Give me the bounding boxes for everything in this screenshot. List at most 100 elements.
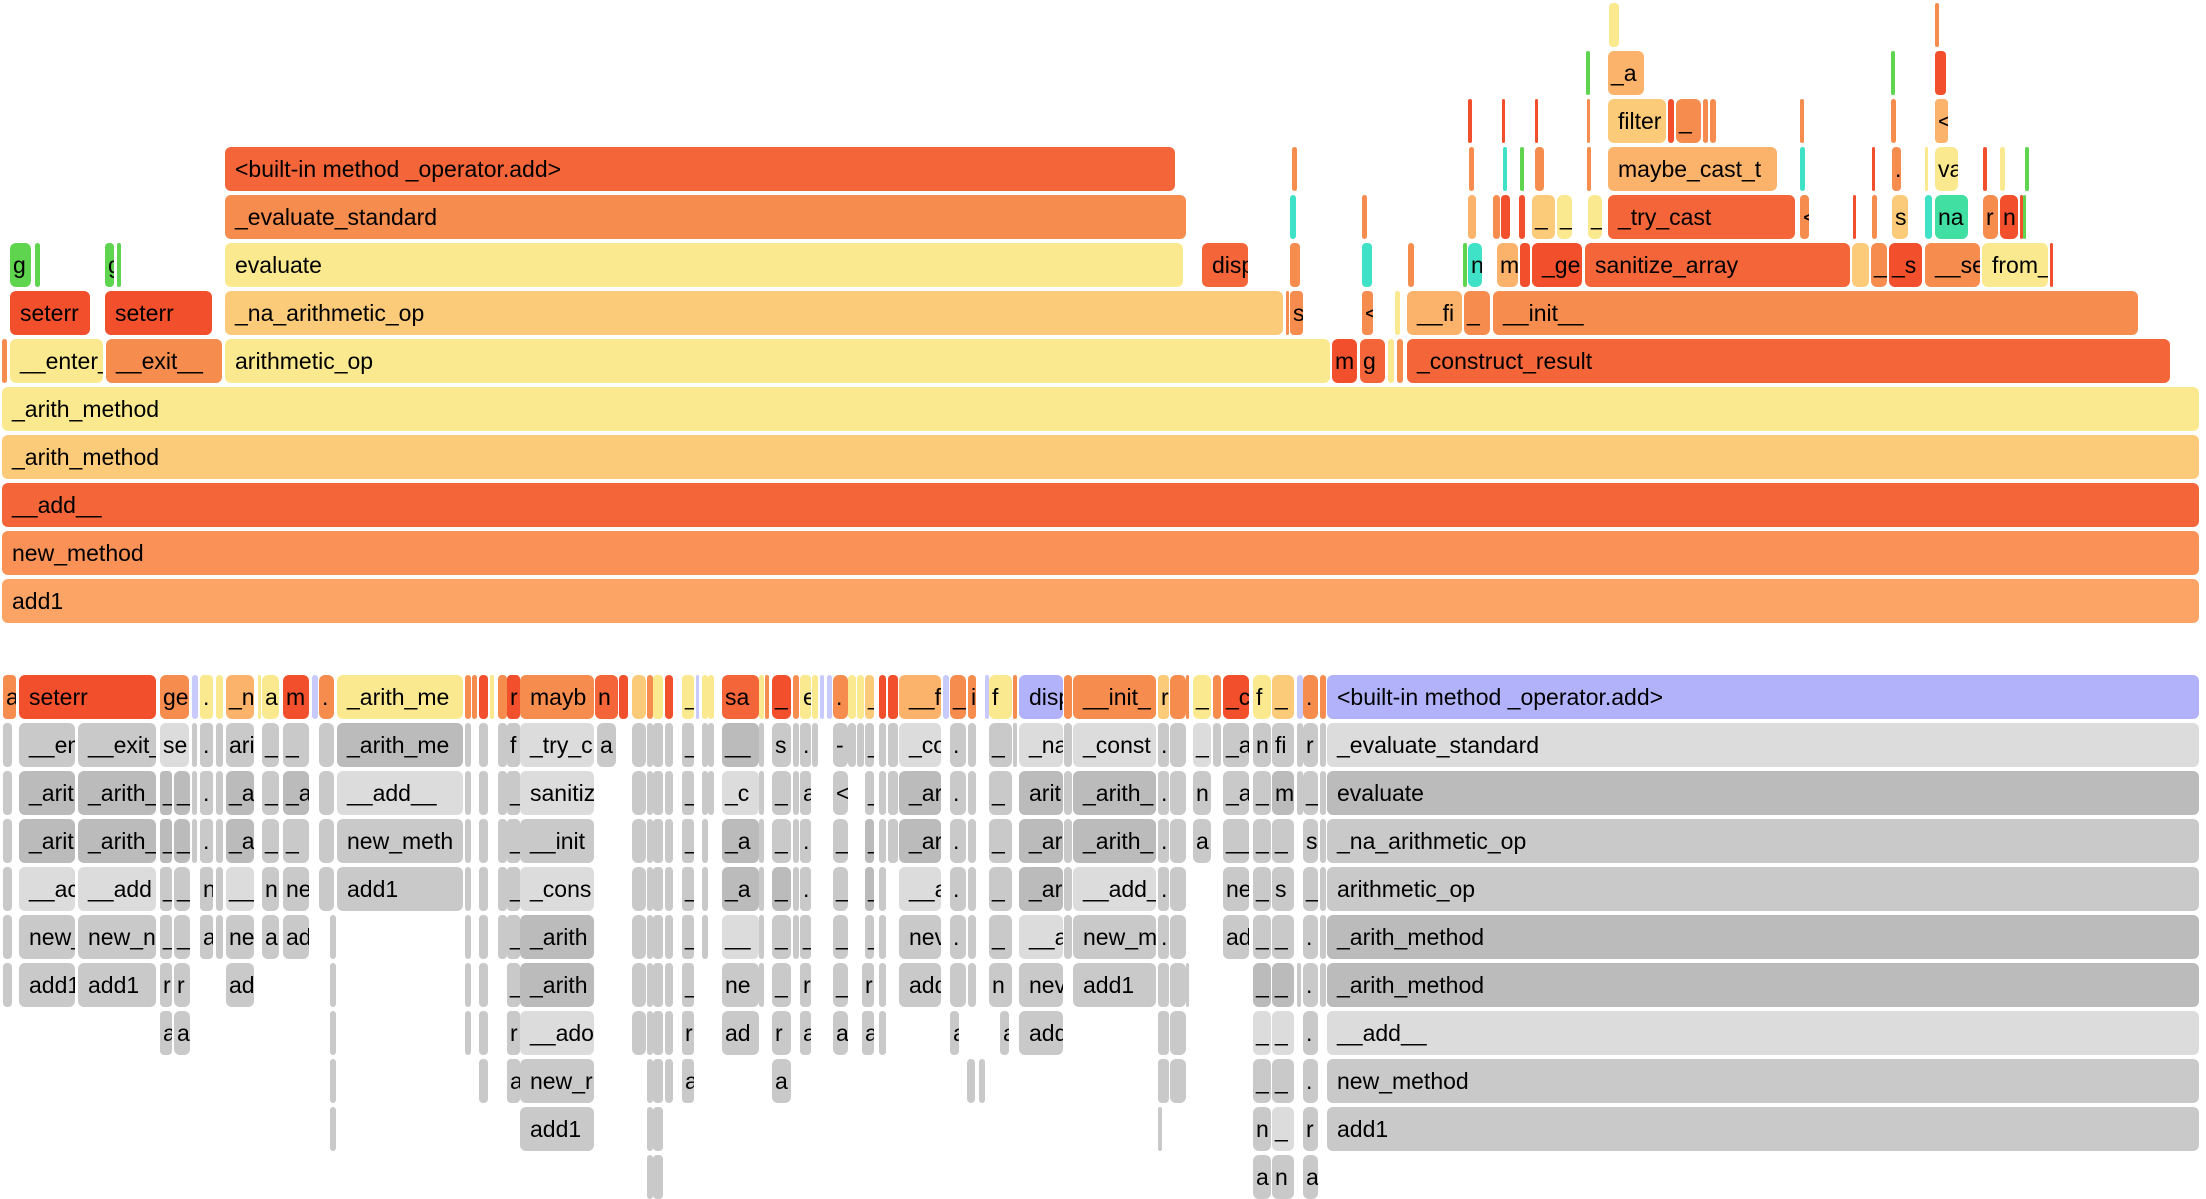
frame-s[interactable]: s <box>1303 819 1318 863</box>
frame-_a[interactable]: _a <box>1223 771 1249 815</box>
frame-sliver[interactable] <box>653 963 663 1007</box>
frame-sliver[interactable] <box>1668 99 1674 143</box>
frame-_[interactable]: _ <box>833 963 848 1007</box>
frame-sliver[interactable] <box>653 819 663 863</box>
frame-sliver[interactable] <box>1852 243 1869 287</box>
frame-a[interactable]: a <box>160 1011 172 1055</box>
frame-sliver[interactable] <box>1397 339 1403 383</box>
frame-_[interactable]: _ <box>1253 867 1271 911</box>
frame-na[interactable]: na <box>1935 195 1968 239</box>
frame-sliver[interactable] <box>665 867 673 911</box>
frame-sliver[interactable] <box>1170 963 1186 1007</box>
frame-_[interactable]: _ <box>1253 819 1271 863</box>
frame-sliver[interactable] <box>1186 963 1189 1007</box>
frame-_[interactable]: _ <box>682 675 694 719</box>
frame-_[interactable]: _ <box>1272 915 1294 959</box>
frame-seterr[interactable]: seterr <box>105 291 212 335</box>
frame-sa[interactable]: sa <box>722 675 759 719</box>
frame-__ado[interactable]: __ado <box>520 1011 594 1055</box>
frame-sliver[interactable] <box>1158 963 1169 1007</box>
frame-_arith[interactable]: _arith <box>520 963 594 1007</box>
frame-ad[interactable]: ad <box>226 963 254 1007</box>
frame-sliver[interactable] <box>759 675 764 719</box>
frame-__add[interactable]: __add <box>78 867 156 911</box>
frame-a[interactable]: a <box>507 1059 520 1103</box>
frame-__ac[interactable]: __ac <box>19 867 75 911</box>
frame-sliver[interactable] <box>1935 51 1946 95</box>
frame-_[interactable]: _ <box>1193 723 1211 767</box>
frame-_c[interactable]: _c <box>722 771 759 815</box>
frame-a[interactable]: a <box>1193 819 1211 863</box>
frame-_arit[interactable]: _arit <box>19 819 75 863</box>
frame-sliver[interactable] <box>1320 723 1326 767</box>
frame-r[interactable]: r <box>174 963 190 1007</box>
frame-sliver[interactable] <box>759 915 764 959</box>
frame-sliver[interactable] <box>3 819 12 863</box>
frame-_arith[interactable]: _arith <box>520 915 594 959</box>
frame-sliver[interactable] <box>759 723 764 767</box>
frame-sliver[interactable] <box>665 675 673 719</box>
frame-[interactable]: . <box>200 675 213 719</box>
frame-sliver[interactable] <box>696 675 699 719</box>
frame-sliver[interactable] <box>632 771 646 815</box>
frame-add[interactable]: add <box>899 963 941 1007</box>
frame-seterr[interactable]: seterr <box>10 291 90 335</box>
frame-[interactable]: . <box>800 723 811 767</box>
frame-r[interactable]: r <box>160 963 172 1007</box>
frame-sliver[interactable] <box>647 771 653 815</box>
frame-_[interactable]: _ <box>1303 867 1318 911</box>
frame-_[interactable]: _ <box>1464 291 1490 335</box>
frame-_[interactable]: _ <box>1272 1011 1294 1055</box>
frame-sliver[interactable] <box>665 915 673 959</box>
frame-__se[interactable]: __se <box>1925 243 1980 287</box>
frame-_[interactable]: _ <box>682 819 694 863</box>
frame-_[interactable]: _ <box>989 771 1012 815</box>
frame-sliver[interactable] <box>1925 147 1928 191</box>
frame-_[interactable]: _ <box>283 819 309 863</box>
frame-sliver[interactable] <box>708 771 714 815</box>
frame-s[interactable]: s <box>1272 867 1294 911</box>
frame-_[interactable]: _ <box>865 675 874 719</box>
frame-n[interactable]: n <box>262 867 279 911</box>
frame-sliver[interactable] <box>793 915 799 959</box>
frame-sliver[interactable] <box>479 819 488 863</box>
frame-mayb[interactable]: mayb <box>520 675 594 719</box>
frame-sliver[interactable] <box>879 1011 886 1055</box>
frame-sliver[interactable] <box>665 771 673 815</box>
frame-g[interactable]: g <box>1360 339 1385 383</box>
frame-r[interactable]: r <box>1983 195 1998 239</box>
frame-va[interactable]: va <box>1935 147 1958 191</box>
frame-sliver[interactable] <box>647 819 653 863</box>
frame-_ar[interactable]: _ar <box>1019 867 1063 911</box>
frame-sliver[interactable] <box>653 675 663 719</box>
frame-new_meth[interactable]: new_meth <box>337 819 463 863</box>
frame-_[interactable]: _ <box>1588 195 1602 239</box>
frame-sliver[interactable] <box>1158 1107 1162 1151</box>
frame-evaluate[interactable]: evaluate <box>225 243 1183 287</box>
frame-add[interactable]: add <box>1019 1011 1063 1055</box>
frame-sliver[interactable] <box>330 1059 336 1103</box>
frame-sliver[interactable] <box>1170 723 1186 767</box>
frame-sliver[interactable] <box>3 915 12 959</box>
frame-a[interactable]: a <box>1253 1155 1271 1199</box>
frame-_[interactable]: _ <box>507 915 520 959</box>
frame-sanitize_array[interactable]: sanitize_array <box>1585 243 1850 287</box>
frame-a[interactable]: a <box>1000 1011 1009 1055</box>
frame-_ar[interactable]: _ar <box>1019 819 1063 863</box>
frame-a[interactable]: a <box>597 723 616 767</box>
frame-new_method[interactable]: new_method <box>1327 1059 2199 1103</box>
frame-sliver[interactable] <box>330 1107 336 1151</box>
frame-_[interactable]: _ <box>682 723 694 767</box>
frame-add1[interactable]: add1 <box>19 963 75 1007</box>
frame-__enter__[interactable]: __enter__ <box>10 339 103 383</box>
frame-[interactable]: . <box>950 867 966 911</box>
frame-sliver[interactable] <box>1502 99 1505 143</box>
frame-_arit[interactable]: _arit <box>19 771 75 815</box>
frame-ad[interactable]: ad <box>722 1011 759 1055</box>
frame-sliver[interactable] <box>702 867 708 911</box>
frame-_na_arithmetic_op[interactable]: _na_arithmetic_op <box>1327 819 2199 863</box>
frame-n[interactable]: n <box>595 675 618 719</box>
frame-sliver[interactable] <box>1520 147 1524 191</box>
frame-seterr[interactable]: seterr <box>19 675 156 719</box>
frame-i[interactable]: i <box>968 675 976 719</box>
